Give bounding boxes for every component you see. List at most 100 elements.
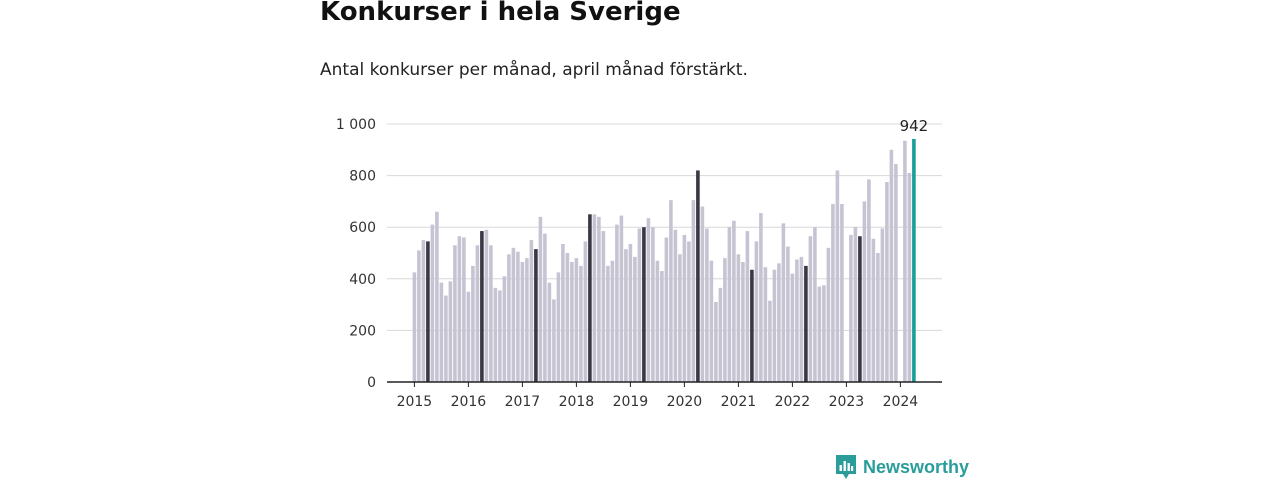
bar [714, 302, 718, 382]
newsworthy-logo: Newsworthy [835, 454, 969, 480]
bar [646, 218, 651, 382]
y-tick-label: 200 [349, 323, 376, 339]
bar [799, 256, 804, 382]
bar [466, 291, 471, 382]
bar [880, 228, 885, 382]
bar [421, 240, 426, 382]
bar [597, 216, 601, 382]
bar [705, 228, 709, 382]
bar [556, 272, 561, 382]
bar [903, 140, 907, 382]
bar [651, 227, 655, 382]
bar [511, 247, 516, 382]
bar [691, 200, 696, 382]
bar [835, 170, 840, 382]
bar [543, 233, 547, 382]
bar [727, 227, 732, 382]
bar [817, 286, 822, 382]
bar [813, 227, 817, 382]
bar [759, 213, 763, 382]
bar [552, 299, 556, 382]
bar [840, 203, 844, 382]
bar [628, 243, 633, 382]
bar [754, 241, 759, 382]
bar [682, 234, 687, 382]
y-tick-label: 800 [349, 169, 376, 185]
bar [525, 258, 529, 382]
bar [826, 247, 831, 382]
chart-title: Konkurser i hela Sverige [320, 0, 681, 27]
bar [718, 287, 723, 382]
bar [610, 260, 615, 382]
y-tick-label: 400 [349, 272, 376, 288]
bar [768, 300, 772, 382]
bar [678, 254, 682, 382]
bar [894, 163, 898, 382]
bar [529, 240, 534, 382]
bar [615, 224, 619, 382]
bar [889, 149, 894, 382]
bar [849, 234, 853, 382]
bar [786, 246, 790, 382]
bar [723, 258, 727, 382]
bar [592, 214, 597, 382]
x-tick-label: 2022 [775, 394, 811, 410]
annotations: 942 [900, 117, 929, 135]
bar [912, 138, 916, 382]
bar [871, 238, 876, 382]
bar [538, 216, 543, 382]
bar [862, 201, 867, 382]
bar [601, 231, 606, 382]
bar [412, 272, 417, 382]
bar [907, 173, 912, 382]
bar [660, 271, 664, 382]
bar [624, 249, 628, 382]
chart-subtitle: Antal konkurser per månad, april månad f… [320, 60, 748, 80]
bar [489, 245, 493, 382]
y-tick-label: 1 000 [336, 117, 376, 133]
bar [777, 263, 781, 382]
bar [700, 206, 705, 382]
x-tick-label: 2021 [721, 394, 757, 410]
bar [867, 179, 871, 382]
bar [516, 251, 520, 382]
bar [426, 241, 430, 382]
bar [471, 265, 475, 382]
bar [876, 253, 880, 382]
x-tick-label: 2016 [451, 394, 487, 410]
bar [462, 237, 466, 382]
brand-name: Newsworthy [863, 456, 970, 477]
bar [520, 262, 525, 382]
bar [484, 229, 489, 382]
bar [781, 223, 786, 382]
bar [498, 290, 502, 382]
x-tick-label: 2024 [883, 394, 919, 410]
newsworthy-icon [836, 455, 856, 479]
bar [664, 237, 669, 382]
bar [732, 220, 736, 382]
bar [435, 211, 439, 382]
bar [822, 285, 826, 382]
x-tick-label: 2019 [613, 394, 649, 410]
bar [507, 254, 511, 382]
x-tick-label: 2020 [667, 394, 703, 410]
bar [763, 267, 768, 382]
x-axis-tick-labels: 2015 2016 2017 2018 2019 2020 2021 2022 2023 2024 [397, 382, 919, 410]
bar [750, 269, 754, 382]
bar [637, 228, 642, 382]
bar [858, 236, 862, 382]
bar [444, 295, 448, 382]
bar [831, 203, 835, 382]
bar [633, 256, 637, 382]
bar [439, 282, 444, 382]
y-tick-label: 0 [367, 375, 376, 391]
bar [669, 200, 673, 382]
bar [565, 253, 570, 382]
y-axis-tick-labels: 0 200 400 600 800 1 000 [336, 117, 376, 391]
bar [741, 262, 745, 382]
bar [534, 249, 538, 382]
bar [772, 269, 777, 382]
bar [619, 215, 624, 382]
bar [561, 243, 565, 382]
